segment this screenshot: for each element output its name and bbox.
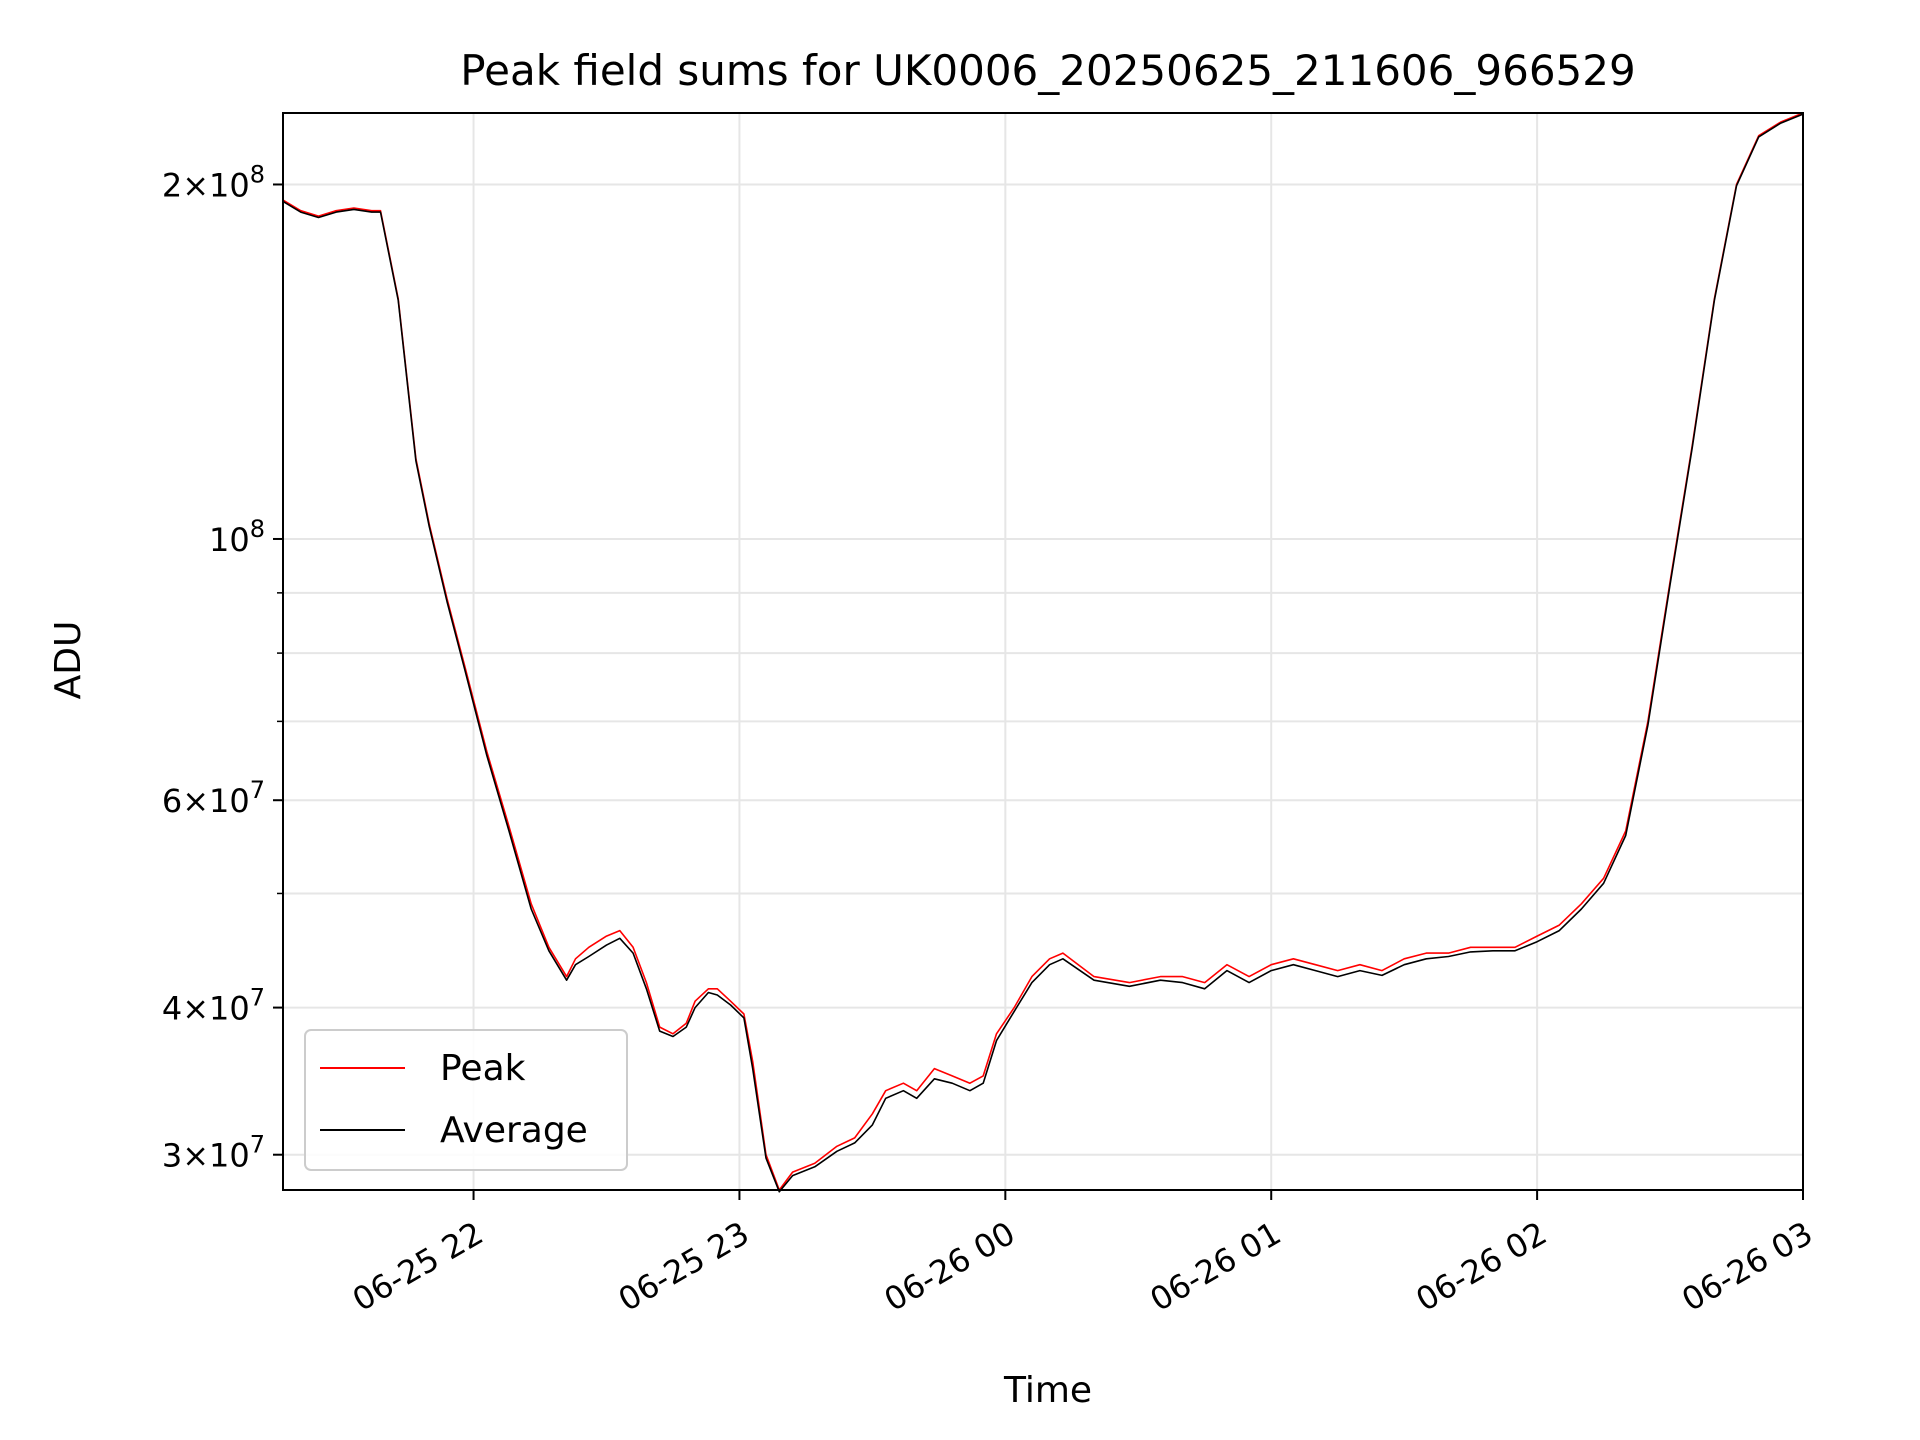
legend: Peak Average [304,1029,628,1171]
y-axis-label: ADU [48,621,89,700]
y-tick-label: 108 [209,515,265,559]
legend-label-peak: Peak [440,1048,526,1089]
legend-box [304,1029,628,1171]
y-tick-label: 3×107 [162,1131,265,1175]
y-tick-label: 2×108 [162,160,265,204]
series-line-peak [282,112,1804,1191]
series-line-average [282,113,1804,1193]
y-tick-label: 4×107 [162,984,265,1028]
x-axis-label: Time [1003,1370,1092,1411]
y-tick-label: 6×107 [162,776,265,820]
legend-label-average: Average [440,1110,588,1151]
chart-title: Peak field sums for UK0006_20250625_2116… [460,46,1635,95]
series-layer [282,112,1804,1193]
plot-frame [282,112,1804,1191]
